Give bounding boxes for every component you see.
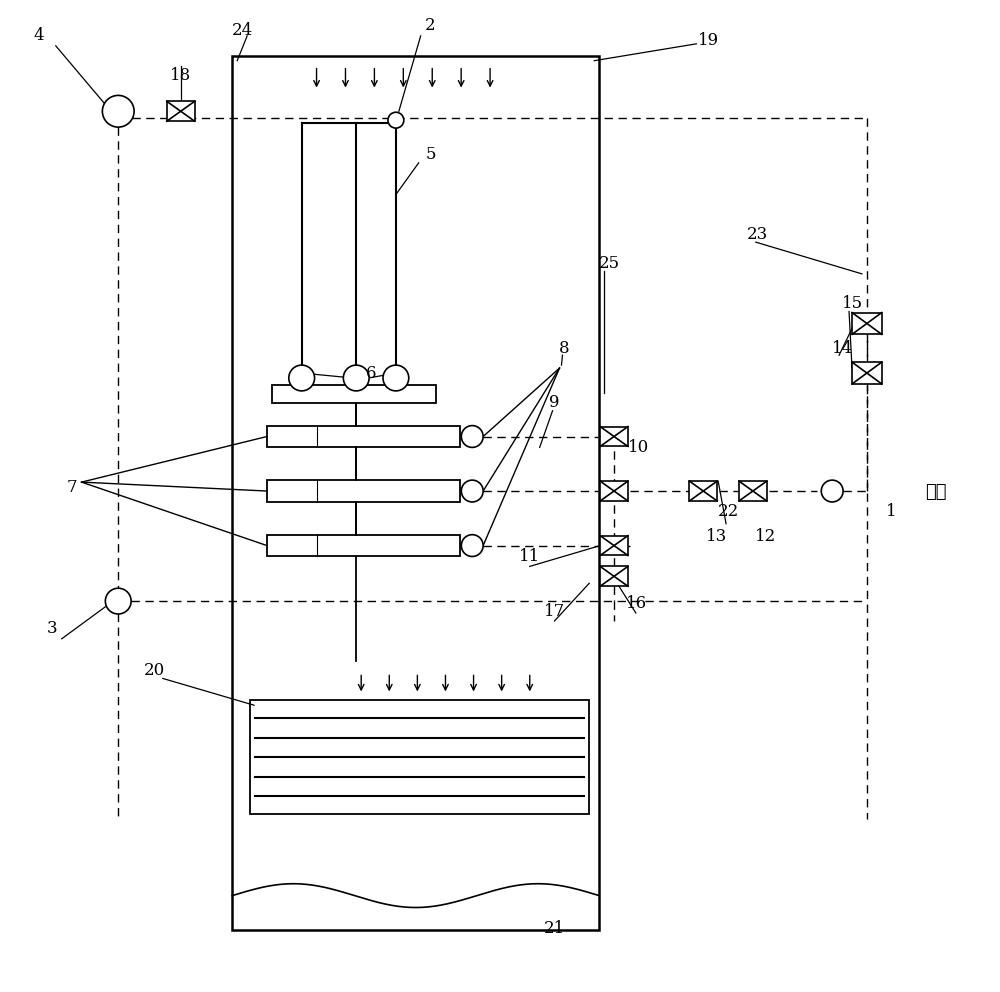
Bar xyxy=(852,312,882,334)
Text: 12: 12 xyxy=(755,528,776,546)
Bar xyxy=(689,481,717,501)
Text: 19: 19 xyxy=(698,33,719,50)
Bar xyxy=(852,362,882,384)
Text: 13: 13 xyxy=(706,528,727,546)
Text: 给水: 给水 xyxy=(926,483,947,501)
Text: 1: 1 xyxy=(886,503,897,521)
Text: 21: 21 xyxy=(544,920,565,936)
Bar xyxy=(600,427,628,446)
Text: 9: 9 xyxy=(549,394,560,412)
Text: 24: 24 xyxy=(232,23,253,40)
Circle shape xyxy=(343,365,369,391)
Text: 16: 16 xyxy=(626,594,647,612)
Text: 11: 11 xyxy=(519,548,540,565)
Bar xyxy=(600,481,628,501)
Text: 14: 14 xyxy=(831,339,853,357)
Circle shape xyxy=(383,365,409,391)
Circle shape xyxy=(102,95,134,127)
Bar xyxy=(167,101,195,121)
Text: 8: 8 xyxy=(559,339,570,357)
Bar xyxy=(267,480,460,502)
Bar xyxy=(267,426,460,447)
Bar xyxy=(272,385,436,403)
Text: 5: 5 xyxy=(425,147,436,164)
Text: 18: 18 xyxy=(170,67,191,84)
Text: 23: 23 xyxy=(747,226,768,243)
Text: 25: 25 xyxy=(599,256,620,273)
Bar xyxy=(267,535,460,557)
Text: 15: 15 xyxy=(841,296,863,312)
Text: 4: 4 xyxy=(34,28,44,45)
Circle shape xyxy=(388,112,404,128)
Circle shape xyxy=(821,480,843,502)
Text: 2: 2 xyxy=(425,18,436,35)
Text: 17: 17 xyxy=(544,602,565,620)
Circle shape xyxy=(461,426,483,447)
Text: 3: 3 xyxy=(46,620,57,638)
Circle shape xyxy=(461,480,483,502)
Text: 22: 22 xyxy=(717,503,739,521)
Bar xyxy=(600,566,628,586)
Text: 6: 6 xyxy=(366,364,376,382)
Circle shape xyxy=(461,535,483,557)
Bar xyxy=(250,700,589,814)
Bar xyxy=(600,536,628,556)
Circle shape xyxy=(289,365,315,391)
Text: 7: 7 xyxy=(66,478,77,496)
Text: 20: 20 xyxy=(144,662,166,679)
Bar xyxy=(232,56,599,930)
Bar xyxy=(739,481,767,501)
Circle shape xyxy=(105,588,131,614)
Text: 10: 10 xyxy=(628,438,649,456)
